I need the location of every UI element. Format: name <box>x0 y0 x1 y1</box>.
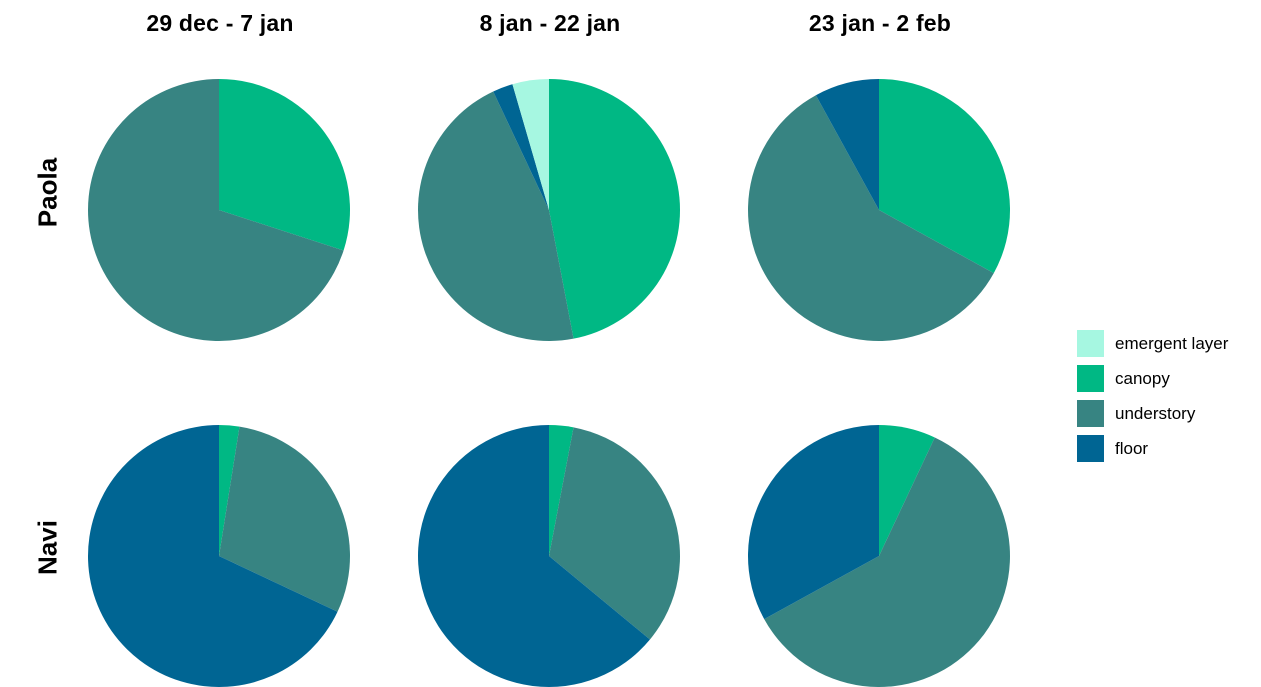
slice-understory <box>748 95 994 341</box>
slice-floor <box>747 424 879 620</box>
slice-canopy <box>549 424 574 556</box>
slice-canopy <box>879 425 935 556</box>
slice-canopy <box>219 424 240 556</box>
slice-canopy <box>219 79 351 251</box>
legend-item-canopy: canopy <box>1077 361 1228 396</box>
pie-paola-3 <box>748 79 1011 341</box>
legend-swatch-floor <box>1077 435 1104 462</box>
legend-item-understory: understory <box>1077 396 1228 431</box>
legend-label-floor: floor <box>1115 438 1149 458</box>
legend-label-understory: understory <box>1115 403 1196 423</box>
slice-understory <box>219 426 351 612</box>
slice-canopy <box>879 79 1011 274</box>
legend: emergent layer canopy understory floor <box>1077 326 1228 466</box>
slice-floor <box>418 425 650 687</box>
slice-floor <box>815 79 879 210</box>
slice-understory <box>418 91 574 342</box>
pie-navi-1 <box>87 424 351 687</box>
pie-paola-2 <box>418 79 681 342</box>
legend-item-emergent-layer: emergent layer <box>1077 326 1228 361</box>
column-title-3: 23 jan - 2 feb <box>808 10 952 36</box>
legend-swatch-emergent-layer <box>1077 330 1104 357</box>
column-title-2: 8 jan - 22 jan <box>479 10 621 36</box>
slice-floor <box>87 425 338 687</box>
pie-navi-3 <box>747 424 1010 687</box>
slice-understory <box>764 437 1010 687</box>
slice-floor <box>493 84 549 210</box>
legend-label-emergent-layer: emergent layer <box>1115 333 1229 353</box>
slice-emergent-layer <box>512 79 549 210</box>
column-title-1: 29 dec - 7 jan <box>146 10 294 36</box>
legend-swatch-canopy <box>1077 365 1104 392</box>
pie-navi-2 <box>418 424 681 687</box>
slice-understory <box>549 427 681 640</box>
legend-item-floor: floor <box>1077 431 1228 466</box>
slice-understory <box>88 79 344 341</box>
legend-swatch-understory <box>1077 400 1104 427</box>
slice-canopy <box>549 79 681 339</box>
legend-label-canopy: canopy <box>1115 368 1170 388</box>
pie-paola-1 <box>88 79 351 341</box>
